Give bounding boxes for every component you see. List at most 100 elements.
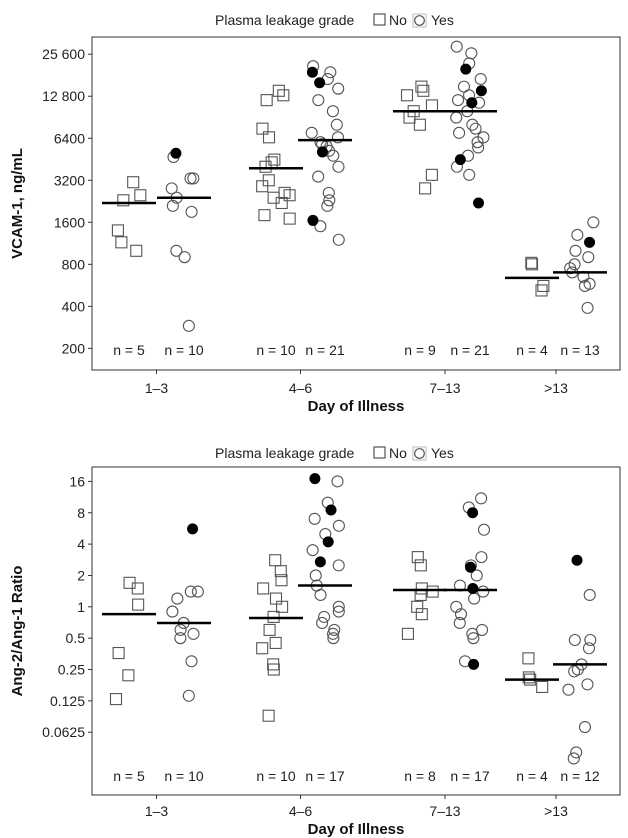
data-point-square — [537, 279, 550, 293]
data-point-circle — [568, 633, 581, 647]
data-point-square — [267, 663, 280, 676]
data-point-square — [268, 153, 281, 166]
x-tick-label: >13 — [544, 803, 568, 819]
data-point-circle — [174, 623, 187, 636]
data-point-circle — [185, 205, 198, 218]
legend-marker-circle — [414, 448, 425, 459]
data-point-circle — [323, 194, 336, 207]
legend-label-yes: Yes — [431, 445, 454, 461]
data-point-circle — [184, 585, 197, 598]
data-point-square — [262, 709, 275, 722]
n-label: n = 21 — [450, 342, 490, 358]
data-point-circle — [332, 82, 345, 95]
data-point-square — [419, 182, 432, 195]
data-point-circle — [327, 149, 340, 162]
data-point-circle — [332, 160, 345, 173]
data-point-square — [414, 559, 427, 572]
data-point-circle — [327, 632, 340, 645]
data-point-square — [265, 156, 278, 169]
n-label: n = 10 — [256, 342, 296, 358]
y-tick-label: 1600 — [54, 214, 85, 230]
data-point-circle — [332, 605, 345, 618]
y-tick-label: 16 — [69, 473, 85, 489]
data-point-circle — [472, 141, 485, 154]
y-tick-label: 2 — [77, 567, 85, 583]
data-point-square — [417, 84, 430, 97]
data-point-square — [262, 131, 276, 144]
data-point-square — [283, 189, 296, 202]
data-point-square — [401, 627, 414, 640]
n-label: n = 4 — [516, 342, 548, 358]
data-point-circle — [466, 627, 479, 640]
x-tick-label: 1–3 — [145, 380, 169, 396]
data-point-circle — [570, 746, 583, 759]
data-point-circle — [463, 168, 476, 181]
data-point-circle — [165, 182, 178, 195]
y-tick-label: 0.0625 — [42, 724, 85, 740]
data-point-circle — [312, 170, 325, 183]
data-point-circle — [185, 655, 198, 668]
data-point-circle — [318, 610, 331, 623]
plot-frame — [91, 36, 621, 371]
data-point-circle — [568, 665, 581, 678]
data-point-circle — [582, 251, 595, 264]
data-point-circle — [584, 633, 597, 647]
data-point-circle — [171, 592, 184, 605]
data-point-square — [134, 189, 147, 202]
n-label: n = 17 — [305, 768, 345, 784]
data-point-circle — [475, 551, 488, 564]
y-tick-label: 0.5 — [66, 630, 86, 646]
data-point-circle — [578, 721, 592, 734]
data-point-filled — [309, 473, 321, 485]
data-point-circle — [324, 66, 337, 79]
data-point-circle — [578, 279, 592, 293]
legend-marker-frame — [412, 446, 427, 461]
x-axis-title: Day of Illness — [308, 398, 405, 415]
chart-panel-1: Plasma leakage grade No Yes 200 400 800 1600 32… — [9, 12, 621, 415]
data-point-circle — [187, 172, 200, 185]
data-point-circle — [474, 72, 487, 86]
data-point-filled — [473, 197, 485, 209]
y-tick-label: 0.125 — [50, 693, 85, 709]
n-label: n = 5 — [113, 768, 145, 784]
legend-marker-circle — [414, 15, 425, 26]
data-point-square — [112, 646, 125, 660]
data-point-square — [122, 669, 135, 682]
data-point-square — [275, 196, 288, 210]
y-tick-label: 800 — [62, 256, 86, 272]
data-point-circle — [468, 592, 481, 605]
data-point-filled — [325, 504, 337, 516]
x-tick-label: >13 — [544, 380, 568, 396]
data-point-square — [522, 671, 535, 684]
data-point-circle — [453, 126, 466, 139]
data-point-filled — [316, 146, 328, 158]
data-point-circle — [306, 544, 319, 557]
data-point-circle — [466, 118, 479, 131]
n-label: n = 9 — [404, 342, 436, 358]
data-point-square — [413, 118, 426, 131]
data-point-circle — [567, 752, 580, 765]
data-point-square — [260, 94, 273, 107]
data-point-circle — [322, 186, 335, 199]
n-label: n = 5 — [113, 342, 145, 358]
data-point-square — [256, 180, 269, 193]
data-point-filled — [466, 97, 478, 109]
data-point-circle — [475, 492, 488, 505]
data-point-circle — [453, 616, 466, 629]
data-point-circle — [587, 216, 600, 229]
data-point-filled — [307, 214, 319, 226]
data-point-circle — [166, 605, 179, 618]
y-tick-label: 1 — [77, 599, 85, 615]
data-point-filled — [584, 236, 596, 248]
data-point-square — [130, 244, 143, 257]
data-point-filled — [571, 554, 583, 566]
data-point-circle — [314, 220, 327, 233]
data-point-circle — [330, 118, 343, 131]
data-point-circle — [582, 642, 596, 655]
x-tick-label: 1–3 — [145, 803, 169, 819]
data-point-square — [425, 168, 438, 181]
data-point-square — [525, 256, 538, 269]
data-point-square — [425, 99, 439, 112]
data-point-circle — [450, 111, 463, 124]
data-point-circle — [187, 627, 200, 640]
